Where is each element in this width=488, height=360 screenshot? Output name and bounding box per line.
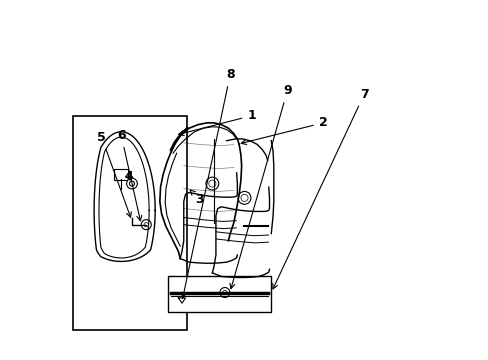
Circle shape [241,194,247,202]
Text: 3: 3 [190,190,204,206]
Text: 4: 4 [124,170,133,183]
Circle shape [208,180,216,187]
Text: 2: 2 [241,116,327,144]
Text: 5: 5 [97,131,131,217]
FancyBboxPatch shape [114,169,128,180]
Circle shape [220,288,229,297]
Text: 1: 1 [179,109,256,135]
Circle shape [129,181,134,186]
Circle shape [141,220,151,230]
Bar [73,116,187,330]
Circle shape [144,222,148,227]
Text: 9: 9 [229,84,291,289]
Text: 8: 8 [181,68,234,297]
Circle shape [205,177,218,190]
Text: 7: 7 [272,88,368,289]
Circle shape [238,192,250,204]
Circle shape [222,291,226,295]
Bar [167,276,271,312]
Text: 6: 6 [117,129,142,221]
Circle shape [126,178,137,189]
